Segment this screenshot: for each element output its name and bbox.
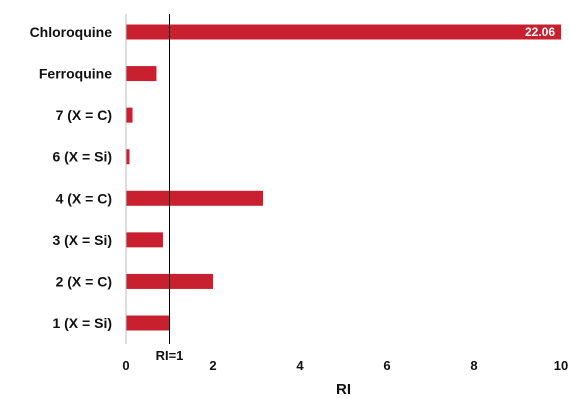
x-tick-label: 8	[470, 358, 477, 373]
category-label: 4 (X = C)	[56, 190, 112, 206]
category-labels: Chloroquine Ferroquine 7 (X = C) 6 (X = Si)…	[30, 24, 113, 331]
x-tick-label: 2	[209, 358, 216, 373]
category-label: Ferroquine	[39, 66, 112, 82]
bar	[126, 24, 561, 40]
bar	[126, 66, 157, 82]
category-label: 1 (X = Si)	[52, 315, 112, 331]
bar	[126, 232, 163, 248]
bar	[126, 190, 264, 206]
category-label: 2 (X = C)	[56, 273, 112, 289]
reference-line-label: RI=1	[156, 348, 184, 363]
x-axis-title: RI	[336, 381, 351, 398]
bar	[126, 149, 130, 165]
bars	[126, 24, 561, 331]
x-tick-label: 0	[122, 358, 129, 373]
x-tick-label: 6	[383, 358, 390, 373]
category-label: 7 (X = C)	[56, 107, 112, 123]
x-tick-labels: 0 2 4 6 8 10	[122, 358, 568, 373]
x-tick-label: 10	[554, 358, 568, 373]
data-label: 22.06	[525, 25, 555, 39]
value-labels: 22.06	[525, 25, 555, 39]
bar	[126, 315, 170, 331]
category-label: 6 (X = Si)	[52, 149, 112, 165]
category-label: Chloroquine	[30, 24, 113, 40]
x-tick-label: 4	[296, 358, 304, 373]
bar	[126, 107, 133, 123]
category-label: 3 (X = Si)	[52, 232, 112, 248]
